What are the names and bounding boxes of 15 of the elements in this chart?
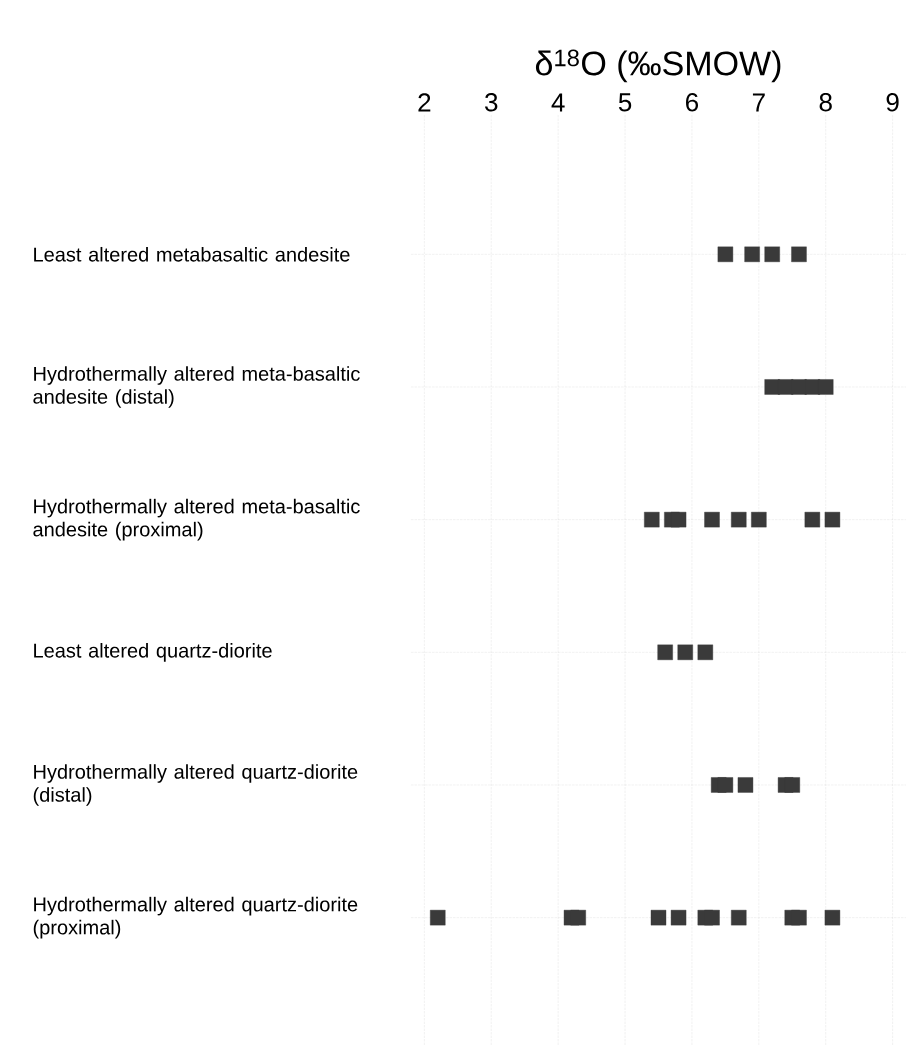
x-tick-label: 2 [418,93,431,112]
x-tick-label: 3 [485,93,498,112]
y-tick-label: Least altered metabasaltic andesite [34,246,350,262]
x-tick-label: 7 [752,93,765,112]
x-tick-label: 5 [618,93,632,112]
x-tick-label: 8 [819,93,832,112]
y-tick-label: Hydrothermally altered quartz-diorite (proximal) [33,896,358,939]
y-tick-label: Hydrothermally altered quartz-diorite (distal) [33,764,358,806]
x-tick-label: 6 [686,93,699,112]
y-tick-label: Hydrothermally altered meta-basaltic andesite (proximal) [33,498,360,541]
y-tick-label: Least altered quartz-diorite [34,642,272,662]
x-axis-title: δ$^{18}$O (‰SMOW) [535,49,781,83]
y-tick-label: Hydrothermally altered meta-basaltic andesite (distal) [33,366,360,408]
x-tick-label: 4 [551,93,565,112]
x-tick-label: 9 [886,93,899,112]
